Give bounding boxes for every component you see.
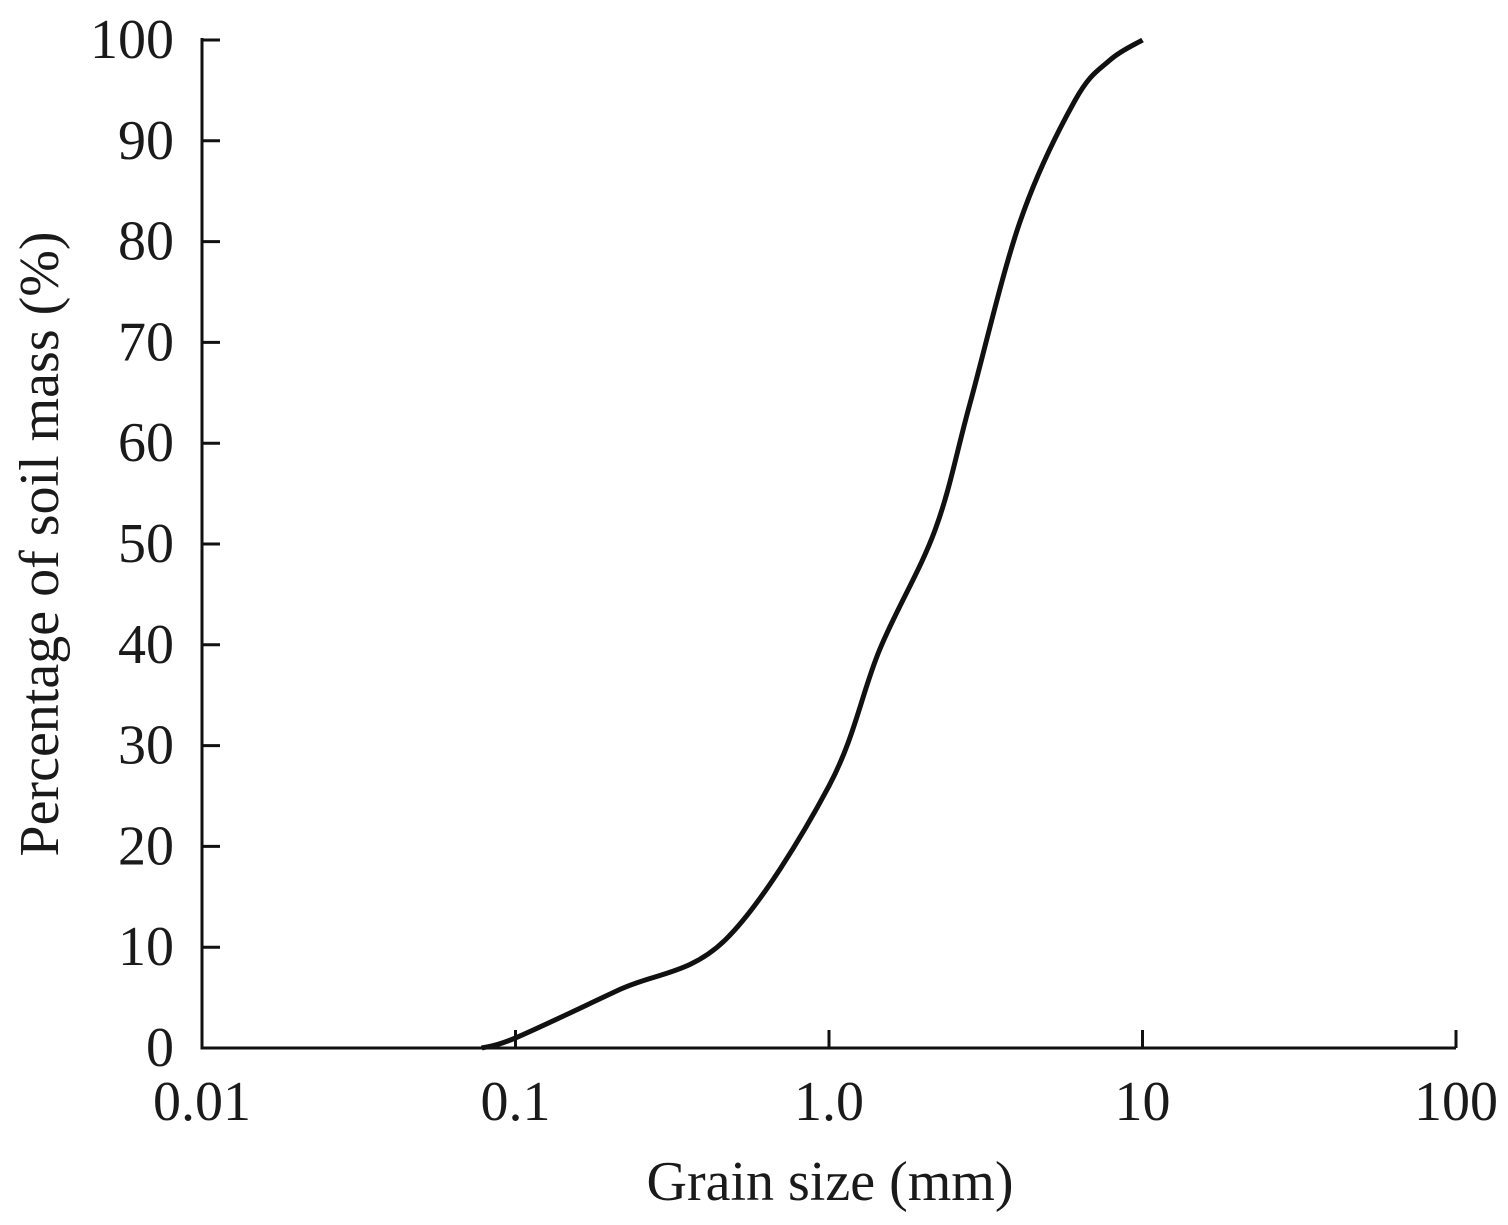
- y-tick-label: 60: [118, 412, 174, 474]
- y-tick-label: 10: [118, 916, 174, 978]
- y-tick-label: 70: [118, 311, 174, 373]
- y-axis-label: Percentage of soil mass (%): [9, 231, 71, 856]
- y-tick-label: 0: [146, 1017, 174, 1079]
- x-tick-label: 0.1: [481, 1071, 551, 1133]
- y-tick-label: 80: [118, 211, 174, 273]
- x-tick-label: 10: [1115, 1071, 1171, 1133]
- x-tick-label: 100: [1414, 1071, 1498, 1133]
- series-line: [480, 37, 1144, 1051]
- y-tick-label: 100: [90, 9, 174, 71]
- y-tick-label: 30: [118, 715, 174, 777]
- y-tick-label: 20: [118, 815, 174, 877]
- y-tick-label: 50: [118, 513, 174, 575]
- plot-area: [480, 37, 1144, 1051]
- x-tick-label: 0.01: [153, 1071, 251, 1133]
- x-tick-label: 1.0: [794, 1071, 864, 1133]
- y-tick-label: 40: [118, 614, 174, 676]
- ticks: 0 10 20 30 40 50 60 70 80 90 100 0.01 0.1 1.0 10 100: [90, 9, 1498, 1133]
- y-tick-label: 90: [118, 110, 174, 172]
- axes: [200, 38, 1456, 1050]
- x-axis-label: Grain size (mm): [647, 1151, 1014, 1213]
